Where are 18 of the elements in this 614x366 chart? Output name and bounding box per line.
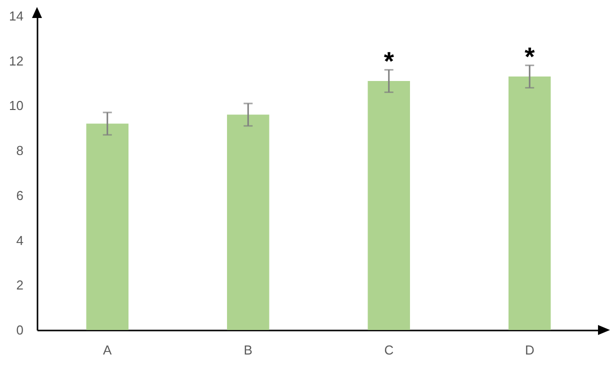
annotation: * — [384, 46, 395, 76]
x-tick-label: C — [384, 342, 394, 358]
y-tick-label: 6 — [16, 188, 24, 203]
y-tick-label: 12 — [9, 53, 24, 68]
y-tick-label: 2 — [16, 278, 24, 293]
y-tick-label: 14 — [9, 8, 24, 24]
bar — [227, 114, 270, 330]
x-tick-label: D — [524, 342, 534, 358]
y-tick-label: 4 — [16, 232, 24, 248]
y-tick-label: 10 — [9, 98, 24, 114]
y-tick-label: 0 — [16, 322, 24, 338]
x-tick-label: B — [244, 342, 252, 358]
bar — [508, 76, 551, 330]
bar — [86, 124, 128, 330]
annotation: * — [524, 41, 536, 72]
bar — [368, 81, 410, 330]
x-tick-label: A — [103, 342, 112, 358]
y-tick-label: 8 — [16, 143, 24, 158]
